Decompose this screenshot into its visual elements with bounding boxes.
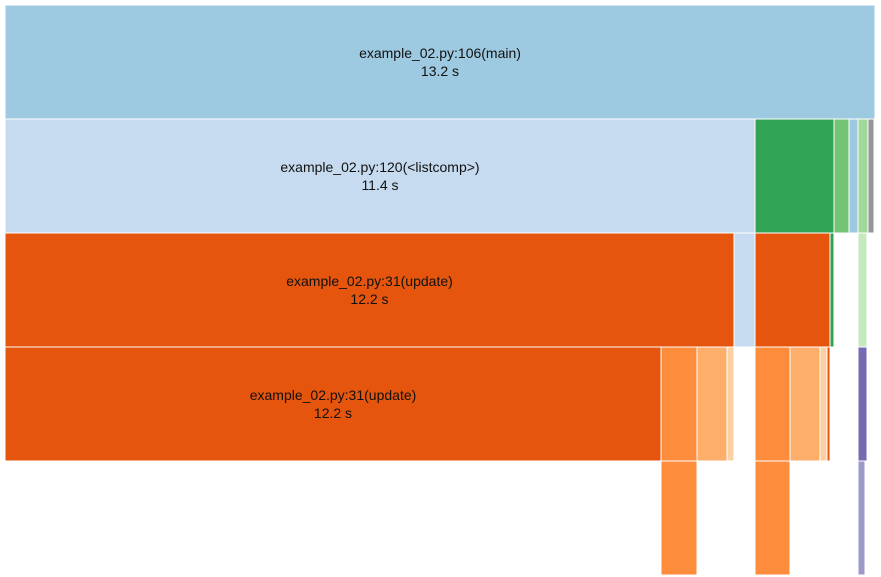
- icicle-cells: [4, 4, 876, 576]
- icicle-labels: example_02.py:106(main) 13.2 s example_02.…: [250, 45, 521, 421]
- cell-time-label: 11.4 s: [361, 177, 398, 193]
- icicle-cell[interactable]: [829, 232, 835, 348]
- icicle-cell[interactable]: [733, 232, 756, 348]
- icicle-cell[interactable]: [819, 346, 828, 462]
- icicle-cell[interactable]: [4, 4, 876, 120]
- icicle-cell[interactable]: [826, 346, 831, 462]
- icicle-cell[interactable]: [696, 346, 728, 462]
- icicle-cell[interactable]: [857, 346, 868, 462]
- cell-function-label: example_02.py:31(update): [286, 273, 453, 289]
- icicle-cell[interactable]: [4, 118, 756, 234]
- icicle-cell[interactable]: [857, 118, 869, 234]
- icicle-cell[interactable]: [833, 118, 850, 234]
- icicle-cell[interactable]: [754, 346, 791, 462]
- icicle-cell[interactable]: [754, 118, 835, 234]
- cell-function-label: example_02.py:120(<listcomp>): [280, 159, 479, 175]
- cell-time-label: 12.2 s: [314, 405, 352, 421]
- icicle-cell[interactable]: [848, 118, 859, 234]
- icicle-cell[interactable]: [857, 232, 868, 348]
- icicle-cell[interactable]: [4, 232, 735, 348]
- icicle-cell[interactable]: [754, 460, 791, 576]
- icicle-cell[interactable]: [867, 118, 875, 234]
- cell-time-label: 12.2 s: [350, 291, 388, 307]
- icicle-cell[interactable]: [660, 460, 698, 576]
- icicle-cell[interactable]: [4, 346, 662, 462]
- icicle-cell[interactable]: [660, 346, 698, 462]
- icicle-cell[interactable]: [726, 346, 735, 462]
- cell-function-label: example_02.py:106(main): [359, 45, 521, 61]
- icicle-cell[interactable]: [754, 232, 831, 348]
- icicle-cell[interactable]: [789, 346, 821, 462]
- icicle-cell[interactable]: [857, 460, 866, 576]
- cell-time-label: 13.2 s: [421, 63, 459, 79]
- cell-function-label: example_02.py:31(update): [250, 387, 417, 403]
